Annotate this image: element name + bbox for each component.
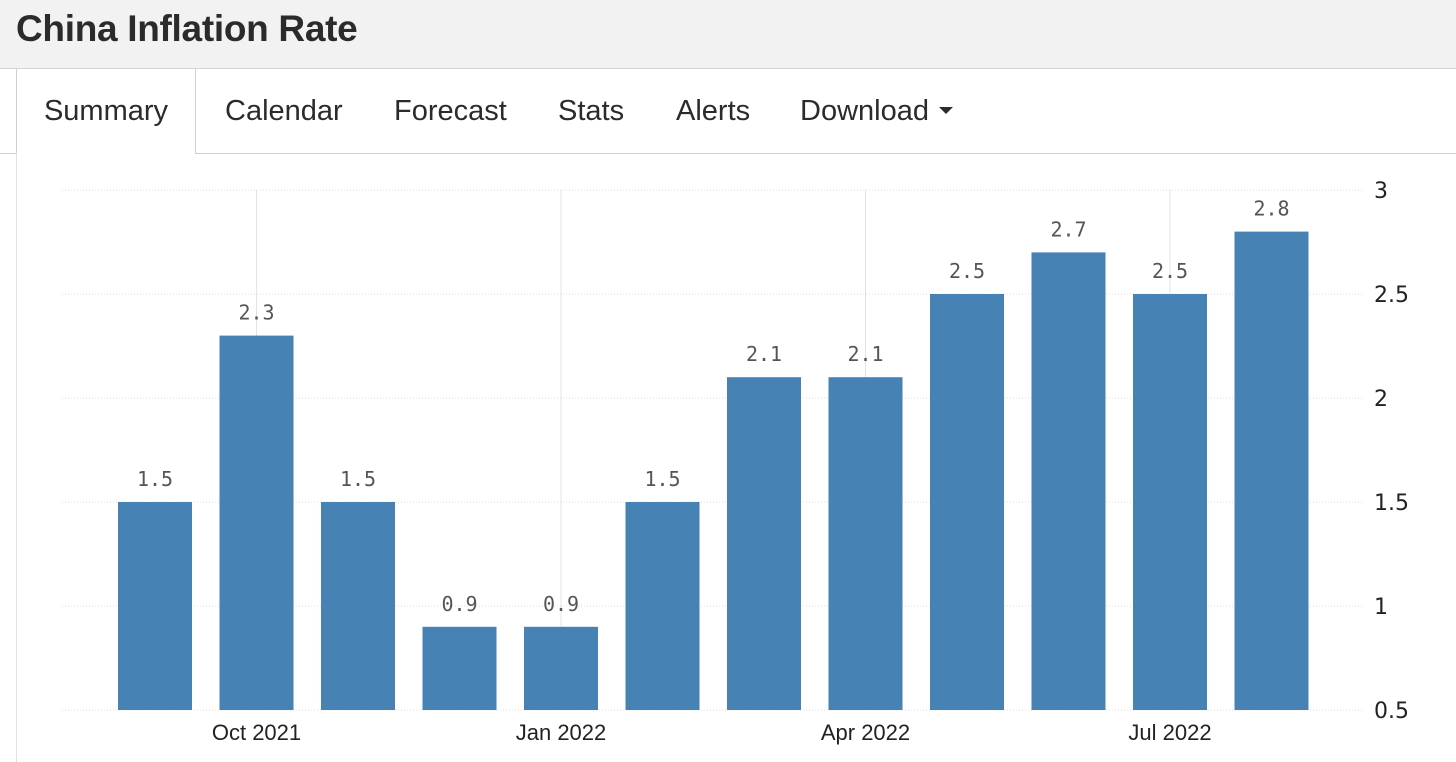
tab-alerts[interactable]: Alerts <box>676 95 751 127</box>
content-border <box>16 153 17 762</box>
bar-data-label: 0.9 <box>441 592 477 616</box>
tab-download-label: Download <box>800 95 929 127</box>
tab-stats[interactable]: Stats <box>558 95 625 127</box>
x-tick-label: Jan 2022 <box>516 720 607 745</box>
bar <box>727 377 801 710</box>
y-tick-label: 1.5 <box>1374 491 1409 516</box>
page-title: China Inflation Rate <box>16 8 358 49</box>
tab-summary[interactable]: Summary <box>16 69 196 154</box>
page-header: China Inflation Rate <box>0 0 1456 69</box>
bar-data-label: 2.3 <box>238 301 274 325</box>
bar <box>1234 231 1309 710</box>
tab-forecast[interactable]: Forecast <box>394 95 507 127</box>
bar-data-label: 1.5 <box>644 467 680 491</box>
bar <box>219 335 294 710</box>
caret-down-icon <box>938 106 953 114</box>
bar <box>930 294 1004 710</box>
bar-data-label: 2.1 <box>746 342 782 366</box>
tab-bar: Summary Calendar Forecast Stats Alerts D… <box>0 69 1456 154</box>
bar-data-label: 2.5 <box>949 259 985 283</box>
tab-calendar[interactable]: Calendar <box>225 95 343 127</box>
y-tick-label: 2.5 <box>1374 283 1409 308</box>
bar <box>118 502 192 710</box>
bar <box>1031 252 1106 710</box>
bar <box>625 502 700 710</box>
y-tick-label: 0.5 <box>1374 699 1409 724</box>
tab-download[interactable]: Download <box>800 69 953 153</box>
y-tick-label: 1 <box>1374 595 1388 620</box>
bar <box>524 626 598 710</box>
bar-data-label: 1.5 <box>137 467 173 491</box>
bar-data-label: 2.7 <box>1050 217 1086 241</box>
y-tick-label: 2 <box>1374 387 1388 412</box>
y-tick-label: 3 <box>1374 179 1388 204</box>
bar <box>321 502 395 710</box>
x-tick-label: Jul 2022 <box>1128 720 1211 745</box>
bar <box>422 626 497 710</box>
bar-data-label: 1.5 <box>340 467 376 491</box>
x-tick-label: Oct 2021 <box>212 720 301 745</box>
x-tick-label: Apr 2022 <box>821 720 910 745</box>
bar <box>1133 294 1207 710</box>
bar-data-label: 2.1 <box>847 342 883 366</box>
bar <box>828 377 903 710</box>
bar-data-label: 0.9 <box>543 592 579 616</box>
bar-data-label: 2.5 <box>1152 259 1188 283</box>
bar-data-label: 2.8 <box>1253 197 1289 221</box>
